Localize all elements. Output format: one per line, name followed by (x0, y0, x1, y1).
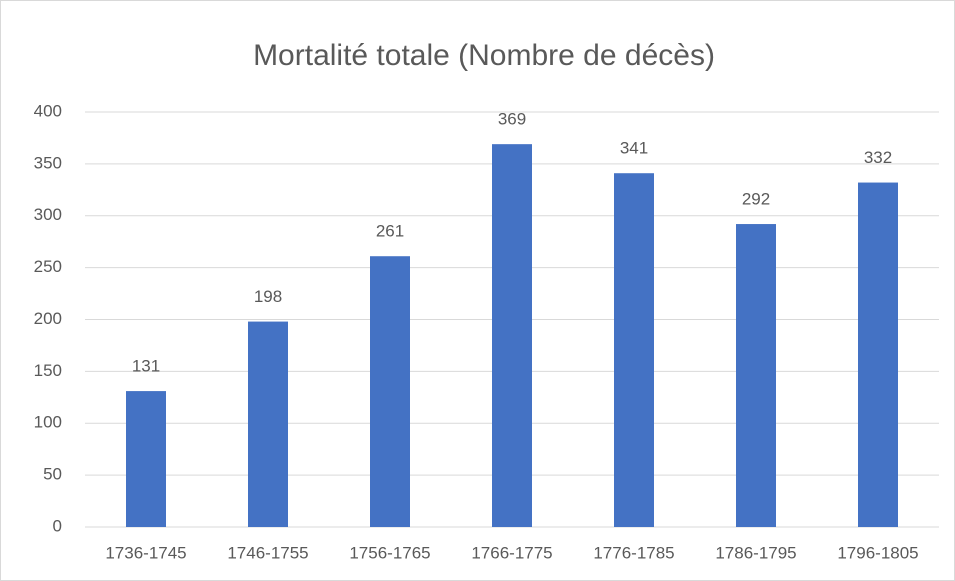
x-tick-label: 1796-1805 (837, 543, 918, 562)
y-tick-label: 150 (34, 361, 62, 380)
x-tick-label: 1766-1775 (471, 543, 552, 562)
y-tick-label: 350 (34, 153, 62, 172)
y-tick-label: 100 (34, 413, 62, 432)
x-tick-label: 1756-1765 (349, 543, 430, 562)
data-label: 131 (132, 357, 160, 376)
data-label: 332 (864, 148, 892, 167)
bar (248, 321, 288, 527)
data-label: 292 (742, 190, 770, 209)
bar (858, 182, 898, 528)
data-label: 261 (376, 222, 404, 241)
y-tick-label: 50 (43, 465, 62, 484)
bar (126, 391, 166, 527)
x-tick-label: 1786-1795 (715, 543, 796, 562)
x-tick-label: 1736-1745 (105, 543, 186, 562)
data-label: 369 (498, 110, 526, 129)
y-tick-label: 400 (34, 101, 62, 120)
data-label: 198 (254, 287, 282, 306)
bar (736, 224, 776, 528)
y-tick-label: 300 (34, 205, 62, 224)
x-tick-label: 1776-1785 (593, 543, 674, 562)
y-tick-label: 250 (34, 257, 62, 276)
chart-title: Mortalité totale (Nombre de décès) (253, 39, 715, 72)
bar (370, 256, 410, 527)
bar (492, 144, 532, 527)
y-tick-label: 0 (53, 516, 62, 535)
data-label: 341 (620, 139, 648, 158)
x-tick-label: 1746-1755 (227, 543, 308, 562)
bar (614, 173, 654, 527)
y-tick-label: 200 (34, 309, 62, 328)
